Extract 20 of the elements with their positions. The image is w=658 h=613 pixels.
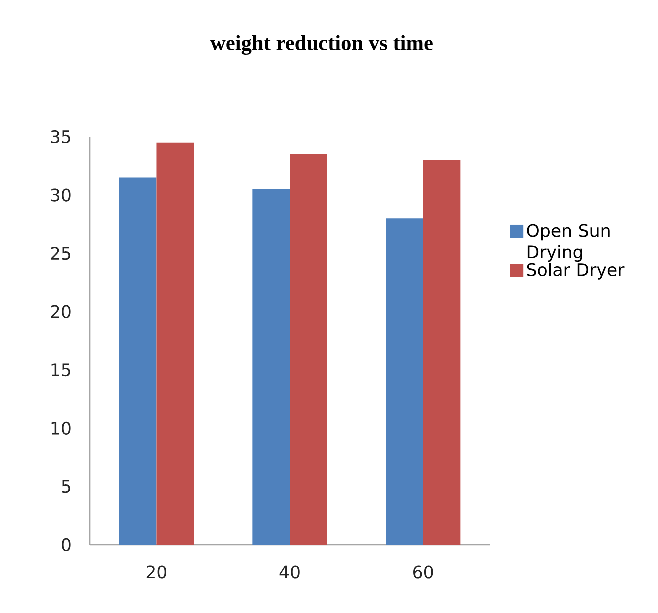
bar (290, 154, 328, 545)
bar (156, 142, 194, 545)
y-tick-label: 5 (62, 480, 70, 494)
y-tick-label: 35 (51, 130, 70, 144)
legend-label: Solar Dryer (527, 263, 625, 280)
bar (252, 189, 290, 545)
y-tick-label: 0 (62, 538, 71, 552)
bar (386, 218, 424, 545)
y-tick-label: 10 (52, 422, 71, 435)
x-tick-label: 60 (414, 566, 434, 579)
y-tick-label: 20 (51, 305, 71, 318)
x-tick-label: 20 (146, 566, 167, 579)
y-tick-label: 30 (51, 188, 71, 202)
chart-title: weight reduction vs time (210, 35, 433, 55)
y-tick-label: 15 (52, 364, 70, 377)
legend-label: Open Sun Drying (527, 224, 610, 262)
y-tick-label: 25 (51, 247, 70, 260)
x-tick-label: 40 (280, 566, 300, 579)
bar (119, 178, 157, 545)
bar (423, 160, 461, 545)
